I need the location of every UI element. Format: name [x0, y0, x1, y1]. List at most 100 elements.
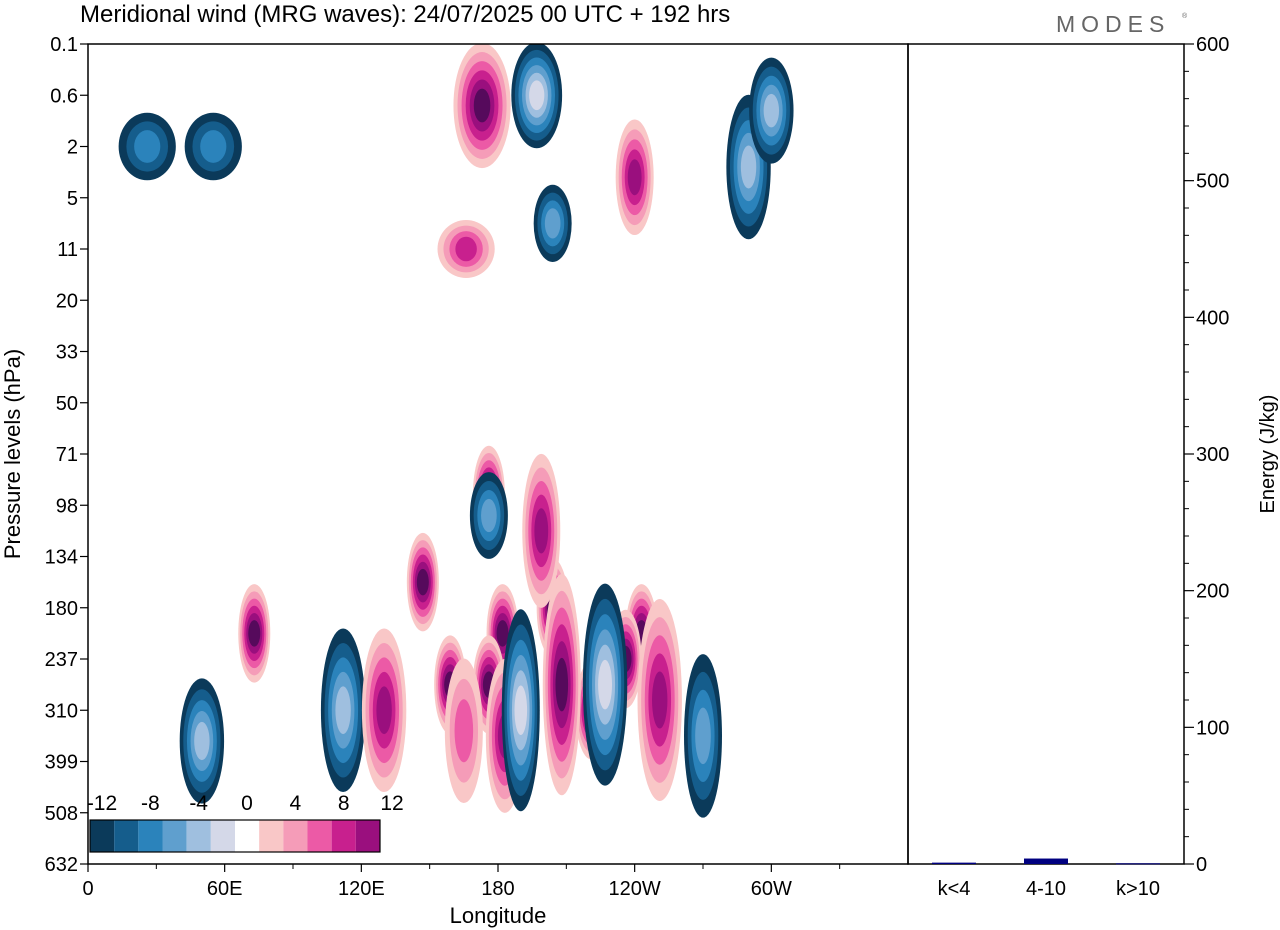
colorbar-frame: [89, 819, 381, 853]
contour-level: [740, 145, 757, 189]
wind-feature: [320, 628, 366, 793]
y-tick-label: 0.6: [50, 85, 78, 107]
wind-feature: [437, 220, 495, 278]
y-tick-label: 180: [45, 598, 78, 620]
colorbar-swatch: [210, 820, 235, 852]
longitude-axis: 0 60E 120E 180 120W 60W: [82, 864, 841, 900]
energy-bar-panel: k<4 4-10 k>10: [932, 858, 1160, 900]
contour-level: [335, 686, 351, 735]
energy-tick-label: 300: [1196, 444, 1229, 466]
colorbar-swatch: [114, 820, 139, 852]
colorbar-swatch: [90, 820, 115, 852]
wind-feature: [533, 184, 572, 262]
energy-axis: 0 100 200 300 400 500 600: [1184, 34, 1229, 876]
colorbar-swatch: [259, 820, 284, 852]
colorbar-label: -4: [189, 792, 208, 815]
wind-feature: [542, 574, 581, 796]
x-tick-label: 0: [82, 878, 93, 900]
contour-level: [376, 686, 392, 735]
wind-feature: [511, 44, 563, 149]
y-tick-label: 237: [45, 649, 78, 671]
contour-level: [416, 568, 429, 596]
x-tick-label: 60W: [751, 878, 792, 900]
wind-feature: [179, 678, 225, 804]
bar-category-label: k<4: [938, 878, 971, 900]
y-tick-label: 2: [67, 137, 78, 159]
energy-bar: [1024, 858, 1068, 864]
contour-level: [555, 657, 569, 712]
energy-tick-label: 0: [1196, 854, 1207, 876]
contour-level: [514, 685, 528, 736]
contour-level: [473, 88, 491, 123]
wind-feature: [444, 658, 483, 803]
y-axis-label: Pressure levels (hPa): [0, 349, 25, 559]
colorbar-swatch: [138, 820, 163, 852]
modes-logo: MODES: [1056, 11, 1170, 37]
energy-axis-label: Energy (J/kg): [1257, 395, 1279, 514]
wind-feature: [637, 599, 682, 801]
wind-feature: [469, 472, 508, 559]
energy-tick-label: 600: [1196, 34, 1229, 56]
wind-feature: [522, 453, 561, 608]
y-tick-label: 20: [56, 290, 78, 312]
contour-level: [455, 236, 477, 262]
pressure-axis: 0.1 0.6 2 5 11 20 33 50 71 98 134 180 237 310 399 508 63…: [45, 34, 88, 876]
y-tick-label: 0.1: [50, 34, 78, 56]
y-tick-label: 98: [56, 495, 78, 517]
chart-title: Meridional wind (MRG waves): 24/07/2025 …: [80, 1, 730, 28]
wind-feature: [453, 44, 511, 169]
colorbar-swatch: [307, 820, 332, 852]
colorbar-label: 12: [380, 792, 403, 815]
energy-tick-label: 500: [1196, 171, 1229, 193]
contour-level: [695, 707, 711, 765]
contour-field: [118, 44, 794, 818]
contour-level: [496, 620, 509, 647]
contour-level: [248, 620, 261, 647]
contour-level: [534, 508, 549, 554]
colorbar-label: -8: [141, 792, 160, 815]
energy-bar: [1116, 863, 1160, 865]
wind-feature: [749, 57, 794, 164]
colorbar-swatch: [355, 820, 380, 852]
x-tick-label: 120W: [609, 878, 661, 900]
y-tick-label: 134: [45, 547, 78, 569]
contour-level: [544, 208, 561, 239]
colorbar-label: 4: [289, 792, 301, 815]
wind-feature: [501, 609, 540, 812]
wind-feature: [184, 112, 242, 181]
energy-tick-label: 100: [1196, 717, 1229, 739]
bar-category-label: k>10: [1116, 878, 1160, 900]
contour-level: [200, 130, 227, 163]
energy-tick-label: 400: [1196, 307, 1229, 329]
wind-feature: [582, 583, 628, 786]
x-tick-label: 180: [481, 878, 514, 900]
y-tick-label: 5: [67, 188, 78, 210]
contour-level: [481, 498, 497, 533]
wind-feature: [684, 654, 722, 818]
contour-level: [454, 699, 474, 763]
colorbar-label: 0: [241, 792, 253, 815]
bar-category-label: 4-10: [1026, 878, 1066, 900]
contour-level: [598, 659, 613, 710]
wind-feature: [406, 532, 439, 632]
wind-feature: [361, 628, 407, 793]
colorbar-swatch: [162, 820, 187, 852]
colorbar-swatch: [283, 820, 308, 852]
y-tick-label: 11: [57, 239, 78, 261]
wind-feature: [615, 119, 654, 236]
wind-feature: [238, 584, 271, 683]
contour-level: [627, 159, 642, 196]
y-tick-label: 310: [45, 700, 78, 722]
x-tick-label: 120E: [338, 878, 385, 900]
wind-feature: [118, 112, 176, 181]
y-tick-label: 508: [45, 803, 78, 825]
energy-tick-label: 200: [1196, 581, 1229, 603]
colorbar-swatch: [186, 820, 211, 852]
x-axis-label: Longitude: [450, 903, 547, 928]
bar-panel-frame: [907, 43, 1185, 865]
y-tick-label: 71: [56, 444, 78, 466]
y-tick-label: 399: [45, 752, 78, 774]
contour-level: [194, 721, 210, 761]
colorbar-swatch: [235, 820, 260, 852]
